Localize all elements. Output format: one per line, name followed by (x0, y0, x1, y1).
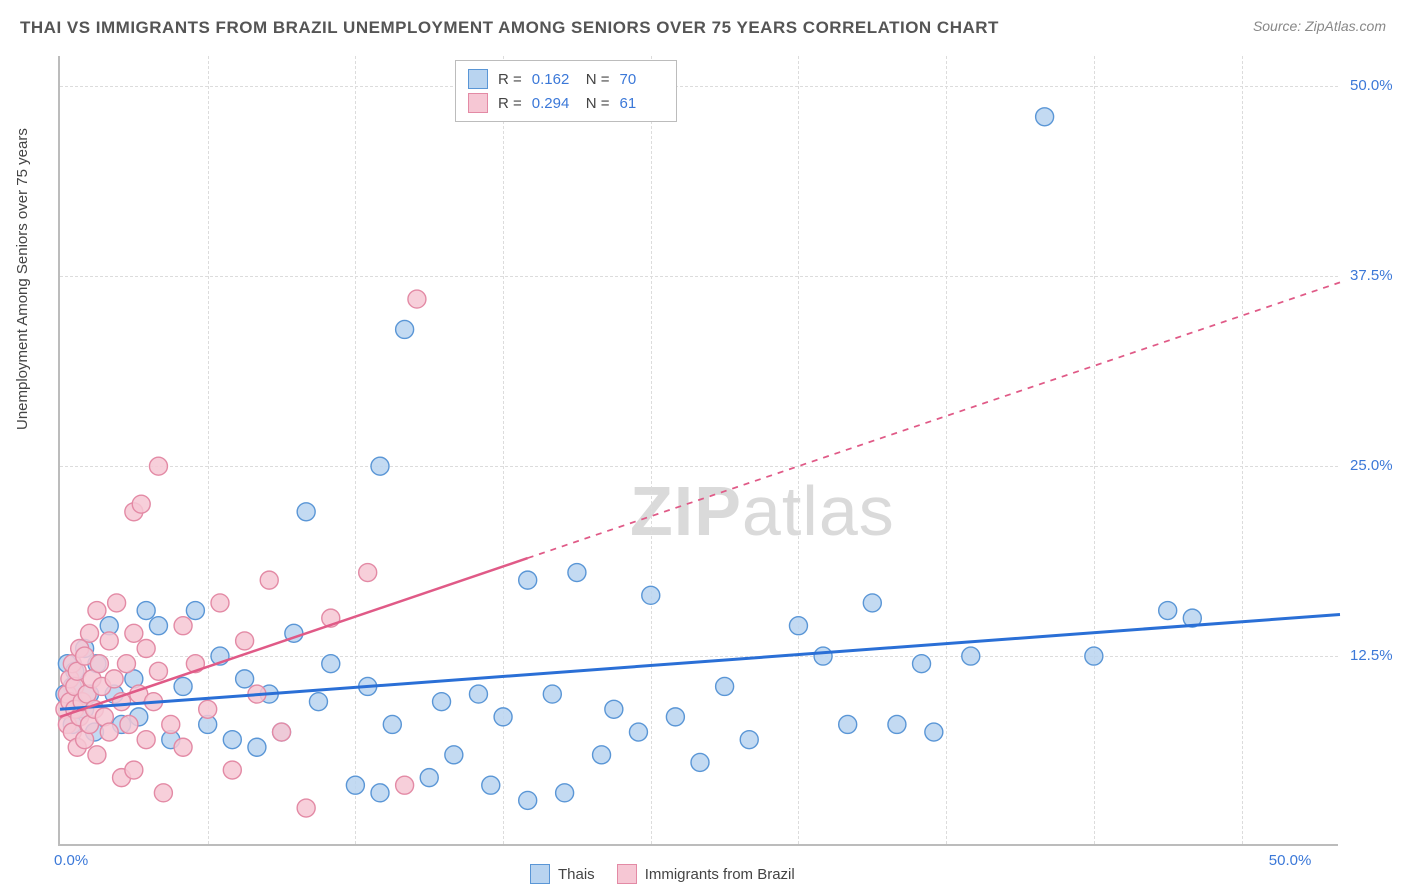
legend-swatch-icon (468, 93, 488, 113)
series-legend: Thais Immigrants from Brazil (530, 864, 795, 884)
r-value: 0.162 (532, 71, 576, 88)
source-label: Source: (1253, 18, 1301, 34)
x-tick-label: 0.0% (54, 852, 88, 869)
r-label: R = (498, 95, 522, 112)
correlation-legend-row-1: R = 0.162 N = 70 (468, 67, 664, 91)
x-tick-label: 50.0% (1269, 852, 1312, 869)
r-label: R = (498, 71, 522, 88)
legend-swatch-icon (530, 864, 550, 884)
source-attribution: Source: ZipAtlas.com (1253, 18, 1386, 34)
n-value: 61 (620, 95, 664, 112)
y-tick-label: 25.0% (1350, 457, 1393, 474)
series-legend-label: Thais (558, 866, 595, 883)
y-tick-label: 50.0% (1350, 77, 1393, 94)
y-tick-label: 37.5% (1350, 267, 1393, 284)
series-legend-label: Immigrants from Brazil (645, 866, 795, 883)
series-legend-item: Immigrants from Brazil (617, 864, 795, 884)
n-value: 70 (620, 71, 664, 88)
correlation-legend-row-2: R = 0.294 N = 61 (468, 91, 664, 115)
correlation-legend: R = 0.162 N = 70 R = 0.294 N = 61 (455, 60, 677, 122)
source-value: ZipAtlas.com (1305, 18, 1386, 34)
y-tick-label: 12.5% (1350, 647, 1393, 664)
legend-swatch-icon (468, 69, 488, 89)
r-value: 0.294 (532, 95, 576, 112)
n-label: N = (586, 71, 610, 88)
plot-area: ZIPatlas (58, 56, 1338, 846)
chart-title: THAI VS IMMIGRANTS FROM BRAZIL UNEMPLOYM… (20, 18, 999, 38)
legend-swatch-icon (617, 864, 637, 884)
series-legend-item: Thais (530, 864, 595, 884)
n-label: N = (586, 95, 610, 112)
plot-svg (60, 56, 1338, 844)
y-axis-label: Unemployment Among Seniors over 75 years (14, 128, 31, 430)
